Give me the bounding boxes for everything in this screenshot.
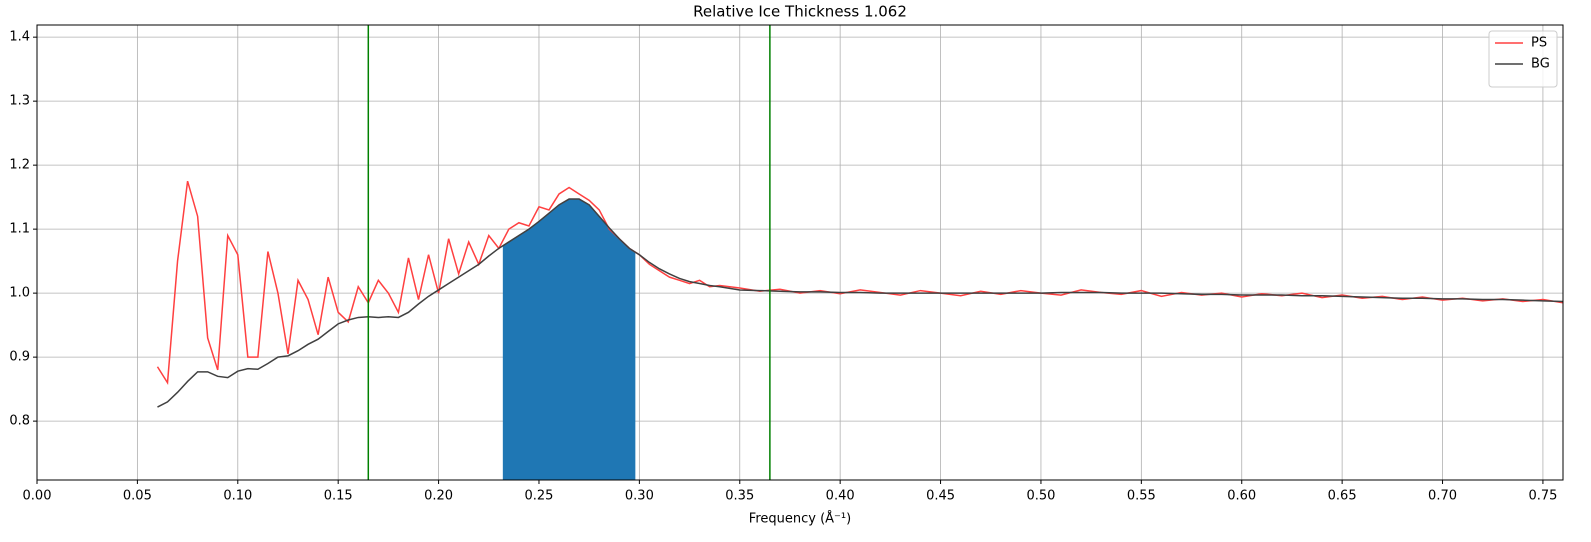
x-tick-label: 0.65 <box>1328 489 1357 504</box>
x-tick-label: 0.15 <box>324 489 353 504</box>
x-tick-label: 0.10 <box>223 489 252 504</box>
x-tick-label: 0.50 <box>1026 489 1055 504</box>
y-tick-label: 1.4 <box>9 30 30 45</box>
x-tick-label: 0.30 <box>625 489 654 504</box>
legend-label: PS <box>1531 36 1547 51</box>
y-tick-label: 1.2 <box>9 158 30 173</box>
x-tick-label: 0.45 <box>926 489 955 504</box>
x-tick-label: 0.75 <box>1528 489 1557 504</box>
plot-frame <box>36 24 1564 481</box>
x-tick-label: 0.35 <box>725 489 754 504</box>
y-tick-label: 0.9 <box>9 350 30 365</box>
chart-title: Relative Ice Thickness 1.062 <box>693 3 907 21</box>
x-tick-label: 0.20 <box>424 489 453 504</box>
y-tick-label: 0.8 <box>9 414 30 429</box>
filled-area <box>502 199 636 480</box>
y-tick-label: 1.3 <box>9 94 30 109</box>
x-tick-label: 0.70 <box>1428 489 1457 504</box>
x-tick-label: 0.00 <box>23 489 52 504</box>
x-axis-label: Frequency (Å⁻¹) <box>749 511 851 527</box>
legend-box <box>1488 30 1558 88</box>
x-tick-label: 0.25 <box>524 489 553 504</box>
series-line <box>157 198 1563 408</box>
x-tick-label: 0.55 <box>1127 489 1156 504</box>
y-tick-label: 1.0 <box>9 286 30 301</box>
x-tick-label: 0.05 <box>123 489 152 504</box>
x-tick-label: 0.60 <box>1227 489 1256 504</box>
plot-area <box>156 25 1563 480</box>
y-tick-label: 1.1 <box>9 222 30 237</box>
x-tick-label: 0.40 <box>826 489 855 504</box>
legend-label: BG <box>1531 57 1550 72</box>
series-line <box>156 180 1563 386</box>
